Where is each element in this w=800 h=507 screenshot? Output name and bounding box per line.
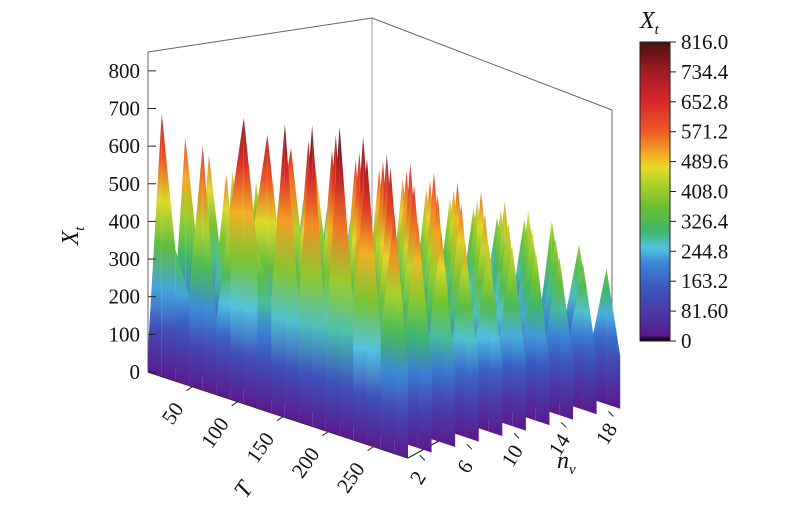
colorbar-level-label: 571.2 [681,120,728,144]
nv-tick-label: 6 [452,456,478,478]
surface-facet [353,158,367,445]
surface-facet [394,212,408,458]
surface-facet [271,123,285,418]
z-tick-label: 600 [109,134,141,158]
colorbar: Xt 816.0 734.4 652.8 571.2 489.6 408.0 326.4 24… [639,8,729,353]
surface-facet [325,126,340,436]
surface-facet [243,117,258,409]
surface-facet [189,145,203,391]
surface-facet [175,249,190,386]
t-tick-label: 50 [157,398,189,429]
surface-facet [465,241,479,442]
t-tick-label: 250 [332,458,370,498]
box-edge-top-right [371,17,613,111]
z-tick-label: 700 [109,96,141,120]
colorbar-level-label: 0 [681,329,692,353]
nv-axis-title: nv [557,448,576,478]
z-tick-label: 300 [109,247,141,271]
nv-tick-label: 2 [405,467,431,489]
z-tick-label: 500 [109,172,141,196]
colorbar-level-label: 163.2 [681,269,728,293]
surface-facet [298,125,313,427]
z-tick-label: 0 [130,360,141,384]
z-axis-ticks: 0 100 200 300 400 500 600 700 800 [109,59,156,384]
z-tick-label: 400 [109,209,141,233]
nv-tick-label: 10 [496,440,527,471]
surface-facet [366,158,381,449]
surface-facet [161,112,176,382]
surface-facet [606,268,621,409]
colorbar-level-label: 489.6 [681,150,728,174]
colorbar-level-label: 81.60 [681,299,728,323]
colorbar-level-label: 244.8 [681,239,728,263]
surface-facet [582,262,597,415]
colorbar-level-label: 734.4 [681,60,729,84]
colorbar-level-label: 408.0 [681,180,728,204]
colorbar-level-label: 816.0 [681,30,728,54]
surface-facet [284,123,299,422]
surface-facet [216,210,231,400]
colorbar-level-label: 652.8 [681,90,728,114]
surface-mesh [148,112,621,458]
surface-facet [230,117,244,404]
surface-facet [559,257,574,420]
surface-facet [148,112,162,377]
z-tick-label: 200 [109,285,141,309]
surface-facet [535,251,550,426]
surface-facet [202,145,217,395]
surface-facet [312,125,326,431]
colorbar-gradient [639,41,671,342]
surface-facet [512,245,526,431]
t-axis-title: T [230,476,260,503]
z-tick-label: 100 [109,322,141,346]
nv-tick-label: 18 [591,419,622,450]
surface-facet [380,212,395,454]
surface-facet [257,250,272,413]
colorbar-level-label: 326.4 [681,209,729,233]
box-edge-back-top [147,17,373,53]
surface-facet [339,126,354,440]
surface-facet [441,231,456,448]
t-tick-label: 100 [196,413,234,453]
z-tick-label: 800 [109,59,141,83]
t-tick-label: 150 [241,428,279,468]
surface-facet [488,243,503,437]
colorbar-title: Xt [639,8,660,38]
surface-facet [417,222,432,453]
t-tick-label: 200 [287,443,325,483]
z-axis-title: Xt [58,226,88,247]
